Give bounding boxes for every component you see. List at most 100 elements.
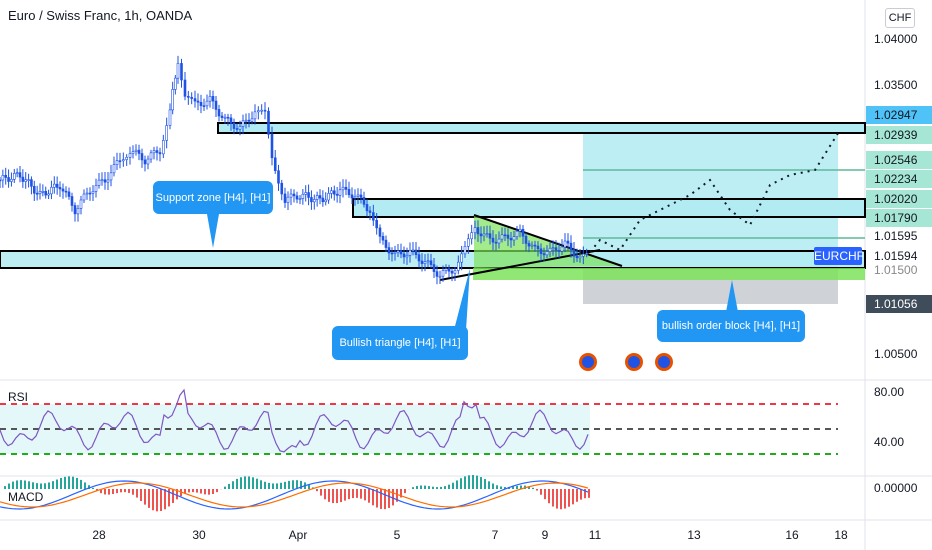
candle-body	[485, 233, 489, 235]
macd-bar	[308, 484, 310, 489]
candle-body	[467, 238, 470, 247]
candle-body	[183, 79, 187, 97]
price-tag[interactable]: 1.02020	[866, 190, 932, 208]
macd-bar	[52, 481, 54, 489]
macd-bar	[260, 480, 262, 489]
candle-body	[146, 158, 150, 165]
price-tag[interactable]: 1.02546	[866, 151, 932, 169]
symbol-tag[interactable]: EURCHF	[814, 247, 864, 265]
candle-body	[260, 109, 263, 112]
projection-path[interactable]	[589, 129, 841, 253]
resistance-zone-mid-border[interactable]	[352, 198, 866, 218]
rsi-line	[0, 388, 589, 453]
price-tag[interactable]: 1.01790	[866, 209, 932, 227]
candle-body	[503, 234, 507, 237]
resistance-zone-top[interactable]	[218, 123, 865, 133]
currency-button[interactable]: CHF	[885, 8, 915, 28]
triangle-upper-line[interactable]	[473, 214, 623, 267]
candle-body	[253, 111, 257, 120]
support-zone-border[interactable]	[0, 250, 866, 269]
candle-body	[149, 152, 153, 160]
rsi-band	[0, 404, 590, 454]
candle-body	[521, 228, 525, 237]
candle-body	[15, 172, 19, 174]
candle-body	[566, 240, 570, 244]
macd-bar	[500, 486, 502, 489]
macd-bar	[96, 489, 98, 491]
candle-body	[180, 63, 183, 81]
order-block-zone[interactable]	[473, 268, 865, 280]
macd-bar	[24, 480, 26, 489]
price-tag-current[interactable]: 1.01594	[866, 247, 932, 265]
candle-body	[488, 233, 492, 239]
resistance-zone-top-border[interactable]	[217, 122, 866, 134]
time-label: 28	[92, 528, 106, 542]
macd-bar	[328, 489, 330, 502]
candle-body	[292, 193, 296, 197]
macd-bar	[48, 482, 50, 489]
candle-body	[38, 191, 42, 194]
candle-body	[82, 193, 86, 201]
candle-body	[47, 193, 50, 196]
candle-body	[335, 193, 339, 196]
candle-body	[27, 179, 30, 181]
time-label: 11	[588, 528, 602, 542]
candle-body	[115, 160, 119, 165]
candle-body	[91, 191, 95, 194]
macd-bar	[244, 476, 246, 489]
macd-bar	[472, 475, 474, 489]
candle-body	[50, 186, 53, 195]
candle-body	[250, 118, 254, 122]
candle-body	[399, 250, 403, 255]
macd-bar	[284, 481, 286, 489]
candle-body	[506, 234, 510, 239]
candle-body	[408, 250, 412, 256]
macd-bar	[280, 482, 282, 489]
candle-body	[85, 192, 89, 195]
event-icon[interactable]	[655, 353, 673, 371]
macd-bar	[360, 489, 362, 499]
order-block-callout[interactable]: bullish order block [H4], [H1]	[657, 310, 805, 342]
macd-bar	[56, 479, 58, 489]
candle-body	[44, 191, 48, 196]
macd-bar	[392, 489, 394, 506]
price-tag[interactable]: 1.02939	[866, 126, 932, 144]
candle-body	[557, 250, 561, 252]
support-zone-callout[interactable]: Support zone [H4], [H1]	[153, 181, 273, 214]
macd-bar	[504, 487, 506, 489]
macd-bar	[184, 489, 186, 494]
candle-body	[438, 275, 442, 278]
support-zone[interactable]	[0, 251, 865, 268]
event-icon[interactable]	[625, 353, 643, 371]
candle-body	[64, 190, 68, 193]
event-icon[interactable]	[579, 353, 597, 371]
candle-body	[450, 270, 454, 274]
candle-body	[220, 115, 224, 118]
candle-body	[536, 245, 540, 250]
candles	[0, 55, 588, 285]
macd-bar	[148, 489, 150, 508]
price-tag-stop[interactable]: 1.01056	[866, 295, 932, 313]
rsi-level-label: 40.00	[874, 435, 905, 449]
price-tag[interactable]: 1.02234	[866, 170, 932, 188]
resistance-zone-mid[interactable]	[353, 199, 865, 217]
macd-bar	[136, 489, 138, 498]
price-tag[interactable]: 1.02947	[866, 106, 932, 124]
macd-bar	[212, 489, 214, 494]
macd-bar	[564, 489, 566, 509]
bullish-triangle-callout[interactable]: Bullish triangle [H4], [H1]	[332, 326, 468, 360]
macd-bar	[320, 489, 322, 496]
macd-bar	[348, 489, 350, 500]
macd-bar	[536, 489, 538, 491]
candle-body	[426, 260, 430, 263]
price-label: 1.01595	[874, 229, 918, 243]
macd-bar	[256, 478, 258, 489]
candle-body	[4, 175, 8, 178]
support-callout-pointer	[207, 214, 219, 248]
candle-body	[214, 100, 218, 110]
macd-bar	[384, 489, 386, 510]
macd-bar	[340, 489, 342, 503]
candle-body	[324, 199, 328, 203]
